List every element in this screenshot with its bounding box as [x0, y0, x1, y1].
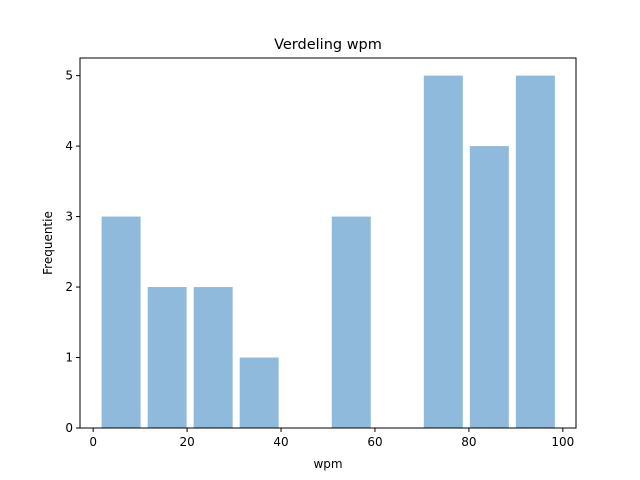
- plot-frame: [79, 57, 577, 429]
- y-tick-label: 2: [65, 280, 73, 294]
- histogram-bar: [239, 357, 279, 428]
- y-tick-label: 0: [65, 421, 73, 435]
- x-tick-label: 80: [461, 435, 476, 449]
- y-axis-label: Frequentie: [41, 211, 55, 275]
- x-tick-label: 60: [367, 435, 382, 449]
- y-axis-ticks: 0 1 2 3 4 5: [65, 69, 80, 435]
- x-axis-label: wpm: [313, 457, 342, 471]
- x-axis-ticks: 0 20 40 60 80 100: [89, 428, 574, 449]
- histogram-bar: [331, 216, 371, 428]
- histogram-bar: [193, 287, 233, 428]
- y-tick-label: 5: [65, 69, 73, 83]
- y-tick-label: 1: [65, 351, 73, 365]
- x-tick-label: 0: [89, 435, 97, 449]
- histogram-bar: [423, 75, 463, 428]
- x-tick-label: 20: [179, 435, 194, 449]
- x-tick-label: 40: [273, 435, 288, 449]
- histogram-bar: [515, 75, 555, 428]
- y-tick-label: 3: [65, 210, 73, 224]
- histogram-bar: [101, 216, 141, 428]
- x-tick-label: 100: [551, 435, 574, 449]
- histogram-bar: [469, 146, 509, 428]
- histogram-bar: [147, 287, 187, 428]
- y-tick-label: 4: [65, 139, 73, 153]
- chart-title: Verdeling wpm: [274, 37, 382, 53]
- bars-group: [101, 75, 555, 428]
